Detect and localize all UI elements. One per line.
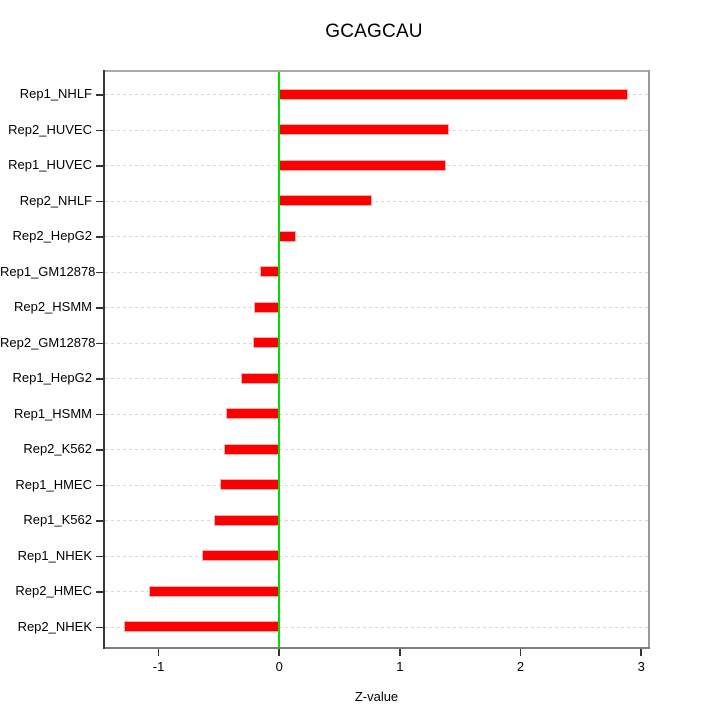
bar-Rep2_HMEC — [148, 585, 280, 597]
y-label-Rep1_GM12878: Rep1_GM12878 — [0, 263, 96, 279]
row-guide-line — [105, 484, 648, 486]
y-label-Rep2_K562: Rep2_K562 — [23, 441, 92, 457]
bar-Rep2_NHEK — [123, 621, 280, 633]
bar-Rep2_HepG2 — [279, 230, 297, 242]
y-tick — [96, 271, 103, 274]
plot-box-top-edge — [103, 70, 650, 72]
row-guide-line — [105, 307, 648, 309]
y-tick — [96, 626, 103, 629]
row-guide-line — [105, 520, 648, 522]
row-guide-line — [105, 555, 648, 557]
y-axis-line — [103, 70, 105, 649]
y-tick — [96, 307, 103, 309]
bar-Rep2_GM12878 — [252, 337, 280, 349]
bar-Rep1_HSMM — [226, 408, 280, 420]
row-guide-line — [105, 271, 648, 273]
y-tick — [96, 413, 103, 416]
y-label-Rep2_GM12878: Rep2_GM12878 — [0, 334, 96, 350]
bar-Rep2_NHLF — [279, 195, 373, 207]
row-guide-line — [105, 236, 648, 238]
zero-line — [278, 72, 280, 647]
bar-Rep1_K562 — [214, 514, 280, 526]
y-label-Rep1_HSMM: Rep1_HSMM — [13, 405, 92, 421]
x-tick-label--1: -1 — [152, 659, 165, 674]
y-label-Rep1_NHLF: Rep1_NHLF — [19, 86, 92, 101]
row-guide-line — [105, 449, 648, 451]
x-tick-label-1: 1 — [396, 659, 404, 674]
x-tick-label-0: 0 — [275, 659, 283, 674]
x-tick-3 — [640, 649, 642, 656]
y-label-Rep2_HepG2: Rep2_HepG2 — [12, 228, 93, 244]
y-label-Rep1_NHEK: Rep1_NHEK — [17, 547, 92, 563]
bar-Rep1_NHLF — [279, 88, 628, 100]
row-guide-line — [105, 626, 648, 628]
y-label-Rep2_HMEC: Rep2_HMEC — [15, 583, 92, 599]
plot-box-right-edge — [648, 70, 650, 649]
y-label-Rep1_K562: Rep1_K562 — [23, 512, 92, 528]
y-tick — [96, 378, 103, 380]
y-tick — [96, 484, 103, 487]
bar-Rep1_HMEC — [220, 479, 280, 491]
row-guide-line — [105, 413, 648, 415]
x-axis-title: Z-value — [354, 689, 399, 704]
y-label-Rep2_NHEK: Rep2_NHEK — [17, 618, 92, 634]
bar-Rep1_GM12878 — [259, 266, 280, 278]
plot-box-bottom-edge — [103, 647, 650, 649]
row-guide-line — [105, 200, 648, 202]
row-guide-line — [105, 591, 648, 593]
bar-Rep2_K562 — [223, 443, 280, 455]
y-tick — [96, 236, 103, 238]
y-label-Rep2_HSMM: Rep2_HSMM — [13, 299, 92, 315]
row-guide-line — [105, 378, 648, 380]
chart-title: GCAGCAU — [325, 21, 423, 42]
bar-Rep2_HSMM — [253, 301, 280, 313]
y-label-Rep1_HMEC: Rep1_HMEC — [15, 476, 92, 492]
x-tick-2 — [519, 649, 522, 656]
y-tick — [96, 200, 103, 203]
y-label-Rep2_NHLF: Rep2_NHLF — [19, 192, 92, 208]
row-guide-line — [105, 342, 648, 344]
y-label-Rep1_HepG2: Rep1_HepG2 — [12, 370, 93, 386]
x-tick-1 — [399, 649, 401, 656]
x-tick-label-2: 2 — [516, 659, 525, 674]
y-label-Rep1_HUVEC: Rep1_HUVEC — [8, 157, 92, 173]
bar-Rep1_HepG2 — [240, 372, 280, 384]
x-tick-label-3: 3 — [637, 659, 645, 674]
y-tick — [96, 165, 103, 167]
x-tick-0 — [278, 649, 280, 656]
y-tick — [96, 129, 103, 132]
bar-Rep1_NHEK — [201, 550, 280, 562]
y-tick — [96, 591, 103, 593]
y-tick — [96, 449, 103, 451]
y-tick — [96, 520, 103, 522]
y-label-Rep2_HUVEC: Rep2_HUVEC — [8, 121, 92, 137]
bar-Rep1_HUVEC — [279, 159, 446, 171]
y-tick — [96, 342, 103, 345]
bar-Rep2_HUVEC — [279, 124, 450, 136]
x-tick--1 — [157, 649, 160, 656]
y-tick — [96, 555, 103, 558]
y-tick — [96, 94, 103, 96]
